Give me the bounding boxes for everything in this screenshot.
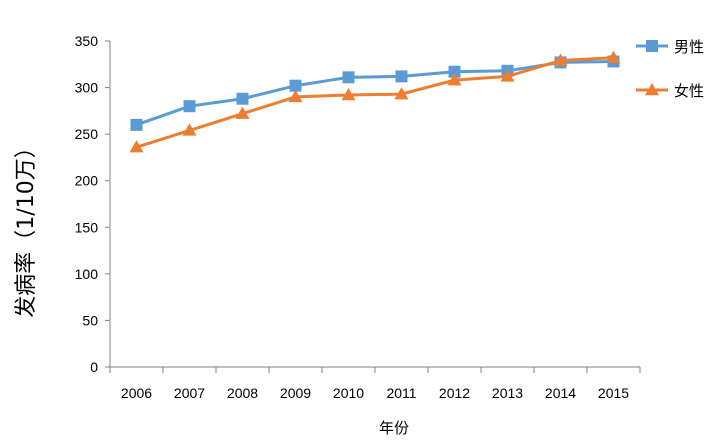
x-tick-label: 2008 <box>227 385 258 401</box>
series-line <box>136 59 614 127</box>
x-tick-label: 2015 <box>598 385 629 401</box>
x-tick-label: 2007 <box>174 385 205 401</box>
data-point <box>129 140 144 153</box>
x-tick-label: 2010 <box>333 385 364 401</box>
y-tick-label: 150 <box>75 219 99 235</box>
data-point <box>183 100 196 113</box>
x-tick-label: 2012 <box>439 385 470 401</box>
data-point <box>448 65 461 78</box>
y-tick-label: 350 <box>75 33 99 49</box>
series-layer <box>129 50 621 153</box>
x-tick-label: 2011 <box>386 385 416 401</box>
data-point <box>182 123 197 136</box>
data-point <box>235 106 250 119</box>
data-point <box>288 89 303 103</box>
data-point <box>553 53 568 66</box>
series-line <box>136 56 614 149</box>
y-axis-title: 发病率（1/10万） <box>14 136 39 317</box>
legend-entry-1: 男性 <box>636 38 704 56</box>
data-point <box>394 87 409 100</box>
y-tick-label: 50 <box>82 312 98 328</box>
legend-label: 男性 <box>674 38 704 56</box>
legend-marker <box>645 83 659 96</box>
y-axis: 0 50 100 150 200 250 300 350 <box>75 33 111 375</box>
y-tick-label: 250 <box>75 126 99 142</box>
x-axis: 2006 2007 2008 2009 2010 2011 2012 2013 2014 2015 <box>109 366 641 401</box>
data-point <box>236 92 249 105</box>
data-point <box>606 50 621 64</box>
y-tick-label: 200 <box>75 173 99 189</box>
y-tick-label: 300 <box>75 80 99 96</box>
legend-entry-2: 女性 <box>636 82 704 100</box>
data-point <box>289 79 302 92</box>
data-point <box>130 118 143 131</box>
x-tick-label: 2009 <box>280 385 311 401</box>
x-tick-label: 2013 <box>492 385 523 401</box>
data-point <box>341 88 356 101</box>
series-2 <box>129 50 621 153</box>
x-tick-label: 2006 <box>121 385 152 401</box>
x-axis-title: 年份 <box>379 419 409 437</box>
legend-marker <box>646 40 658 52</box>
data-point <box>500 69 515 82</box>
data-point <box>447 73 462 86</box>
legend-label: 女性 <box>674 82 704 100</box>
data-point <box>395 70 408 83</box>
series-1 <box>130 55 620 131</box>
data-point <box>342 71 355 84</box>
x-tick-label: 2014 <box>545 385 576 401</box>
y-tick-label: 100 <box>75 266 99 282</box>
y-tick-label: 0 <box>90 359 98 375</box>
